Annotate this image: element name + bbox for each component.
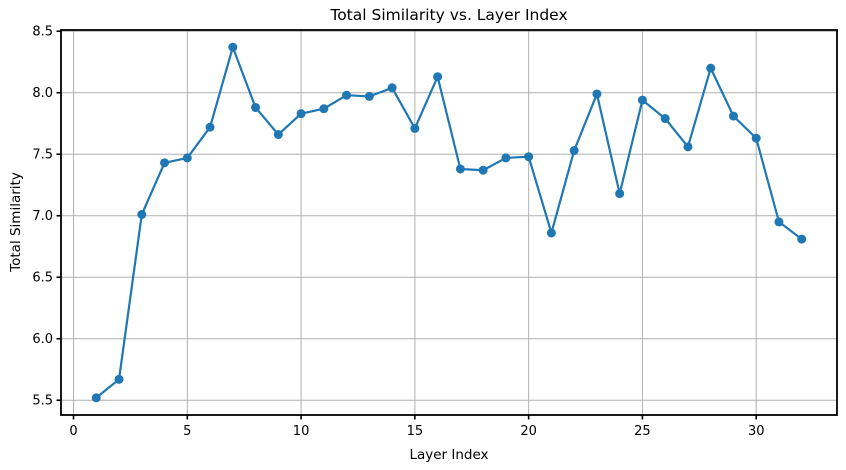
x-tick-label: 10 (293, 424, 310, 439)
data-point (364, 91, 374, 101)
data-point (478, 165, 488, 175)
data-point (660, 114, 670, 124)
plot-border (60, 29, 838, 416)
data-point (251, 102, 261, 112)
data-point (387, 83, 397, 93)
data-point (137, 210, 147, 220)
x-tick-label: 25 (634, 424, 651, 439)
data-point (728, 111, 738, 121)
x-tick-label: 15 (407, 424, 424, 439)
data-point (524, 152, 534, 162)
data-point (342, 90, 352, 100)
data-point (114, 374, 124, 384)
data-point (592, 89, 602, 99)
data-point (273, 130, 283, 140)
data-point (91, 393, 101, 403)
y-tick-label: 6.0 (32, 332, 53, 347)
x-tick-label: 0 (69, 424, 77, 439)
data-point (433, 72, 443, 82)
data-point (569, 146, 579, 156)
x-tick-label: 5 (183, 424, 191, 439)
chart-title: Total Similarity vs. Layer Index (329, 6, 567, 24)
data-point (205, 122, 215, 132)
data-point (615, 189, 625, 199)
x-tick-label: 20 (520, 424, 537, 439)
data-point (319, 104, 329, 114)
data-point (410, 123, 420, 133)
y-tick-label: 8.5 (32, 25, 53, 40)
data-point (751, 133, 761, 143)
data-point (546, 228, 556, 238)
data-point (683, 142, 693, 152)
data-point (455, 164, 465, 174)
x-axis-label: Layer Index (409, 447, 488, 463)
x-tick-label: 30 (748, 424, 765, 439)
data-point (774, 217, 784, 227)
data-point (706, 63, 716, 73)
data-point (160, 158, 170, 168)
data-series (91, 42, 807, 403)
data-line (95, 46, 803, 399)
data-point (797, 234, 807, 244)
data-point (182, 153, 192, 163)
y-tick-label: 5.5 (32, 394, 53, 409)
data-point (637, 95, 647, 105)
y-tick-label: 8.0 (32, 86, 53, 101)
data-point (296, 109, 306, 119)
y-tick-label: 7.5 (32, 148, 53, 163)
y-tick-label: 6.5 (32, 271, 53, 286)
axis-ticks: 0 5 10 15 20 25 30 5.5 6.0 6.5 7.0 7.5 8.0 8.5 (32, 25, 764, 439)
data-point (501, 153, 511, 163)
y-axis-label: Total Similarity (8, 172, 24, 273)
data-point (228, 42, 238, 52)
y-tick-label: 7.0 (32, 209, 53, 224)
